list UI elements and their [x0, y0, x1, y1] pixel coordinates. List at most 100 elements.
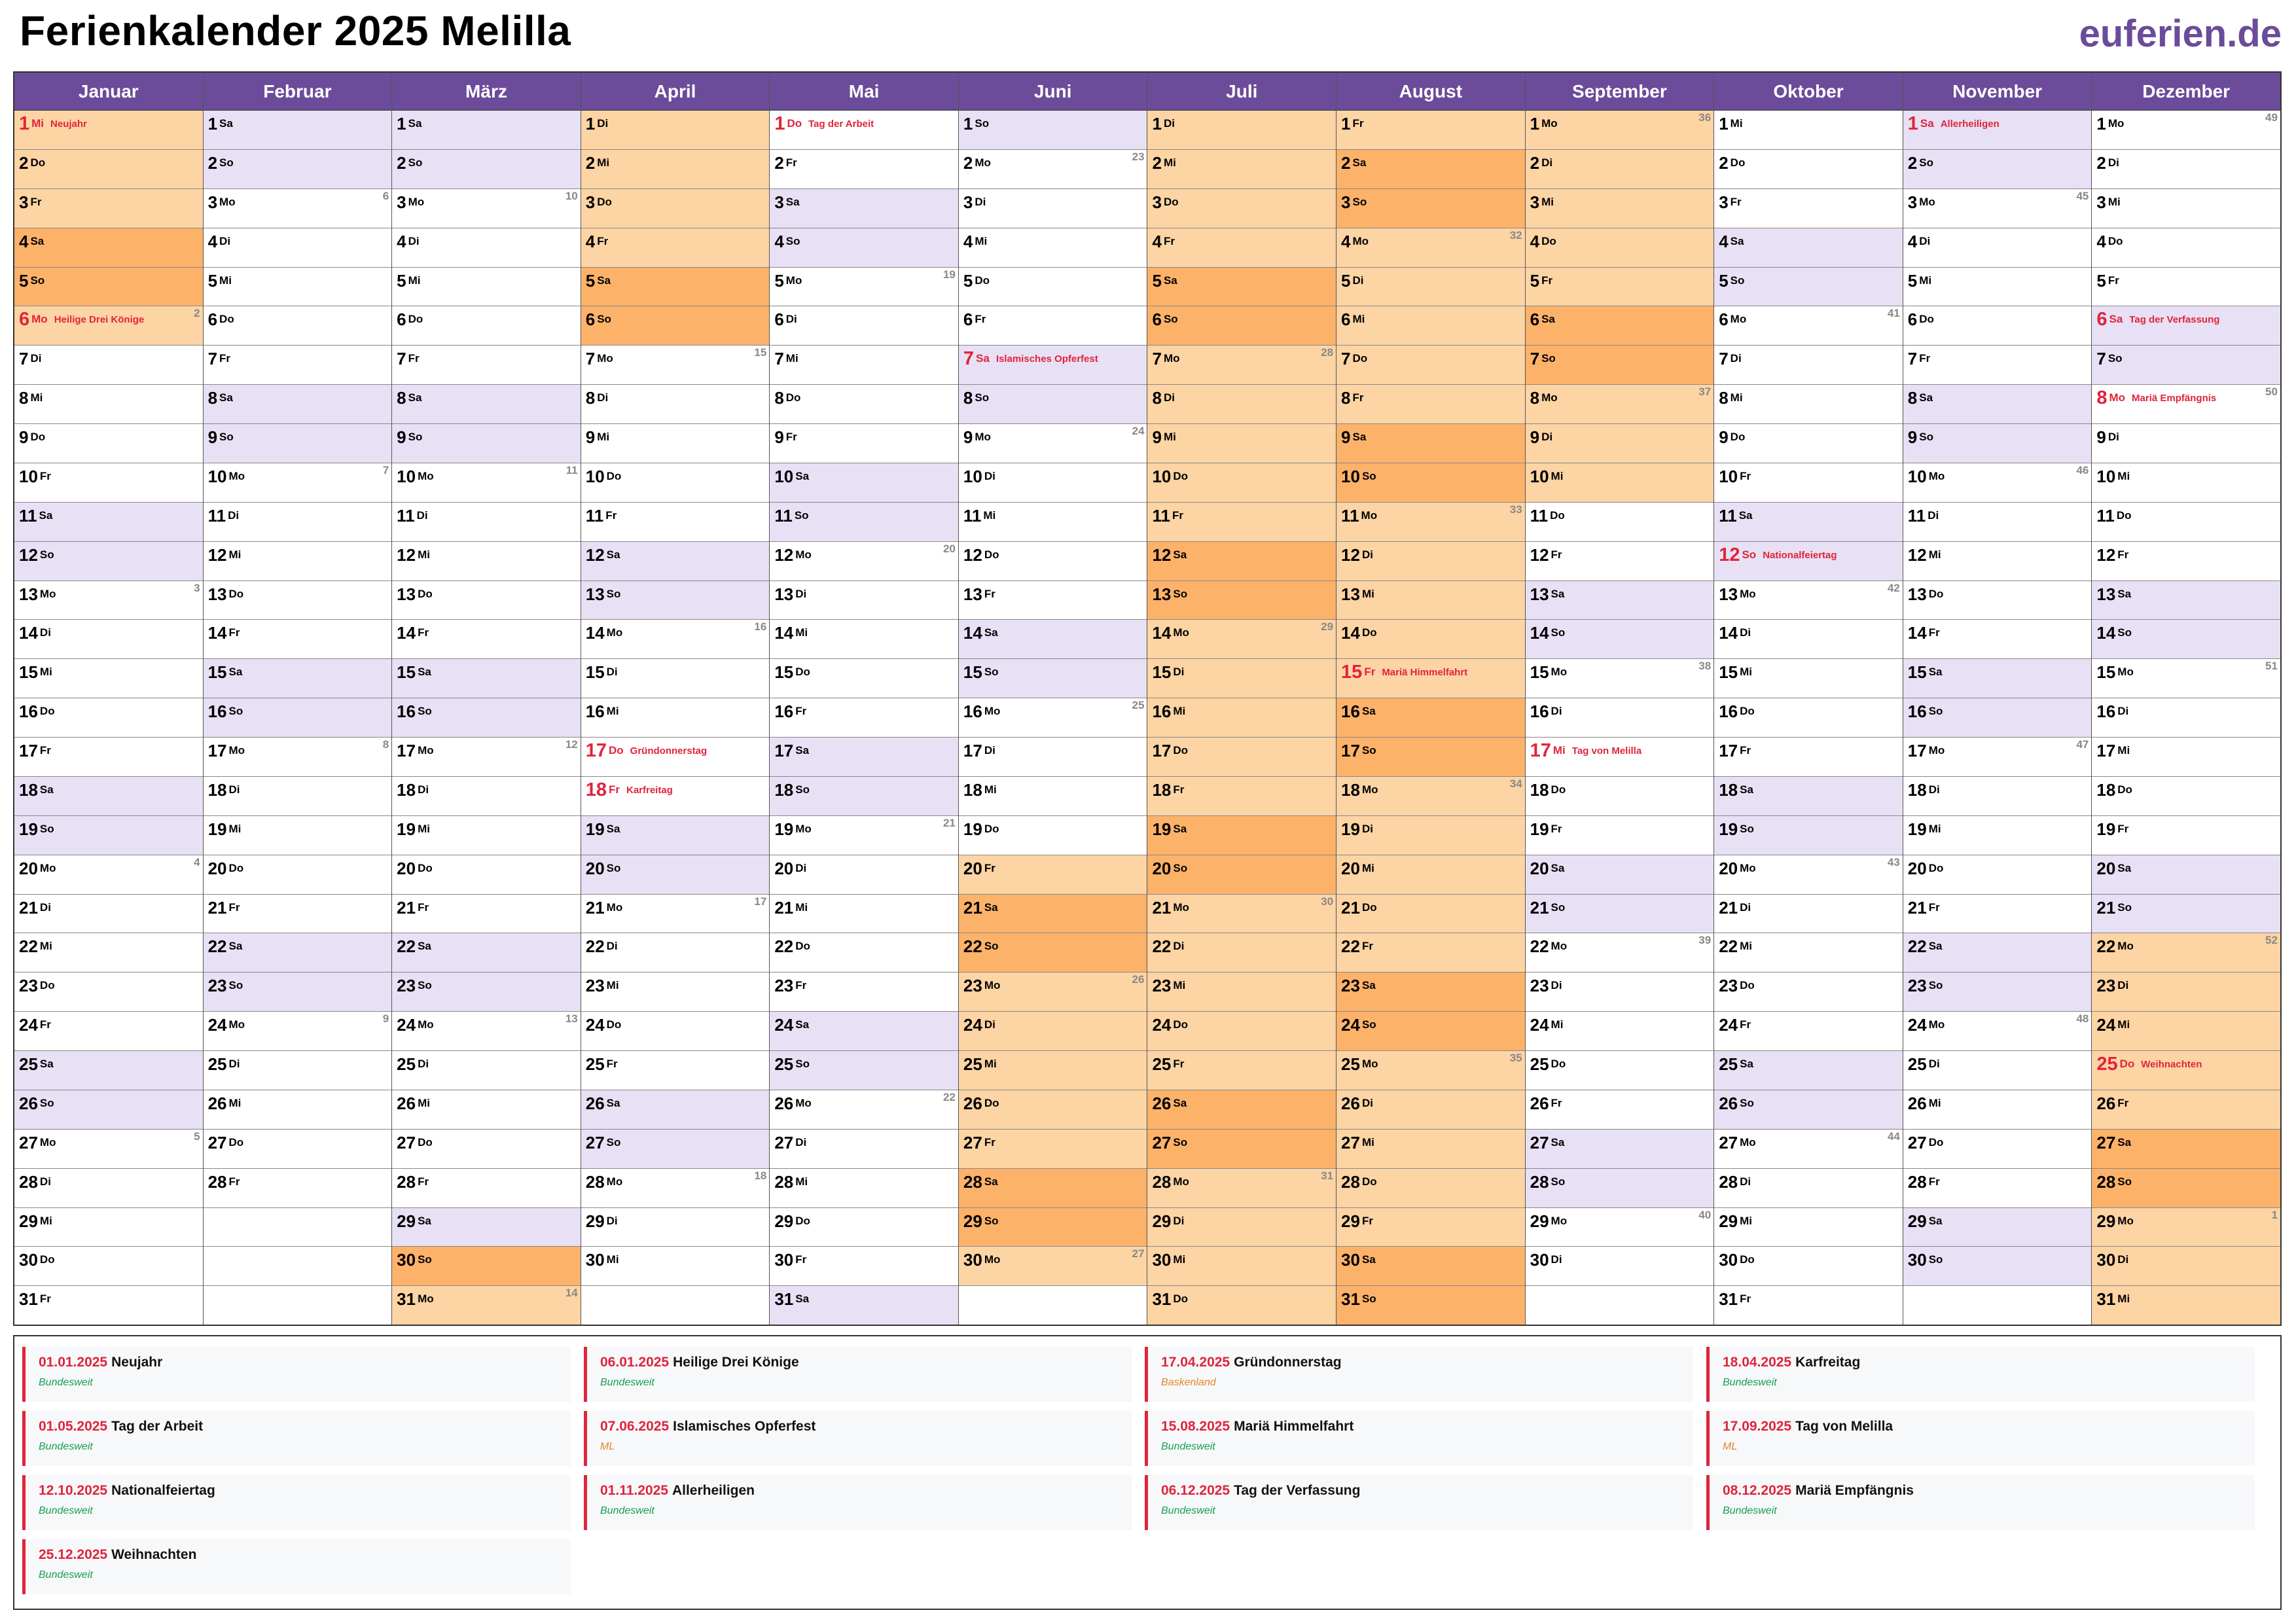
- day-cell[interactable]: 5 Sa: [581, 267, 770, 307]
- day-cell[interactable]: 12 Di: [1336, 541, 1525, 581]
- day-cell[interactable]: 23 Di: [2092, 972, 2280, 1012]
- day-cell[interactable]: 2 Do: [1714, 150, 1903, 189]
- day-cell[interactable]: 10 Do: [581, 463, 770, 503]
- day-cell[interactable]: 25 Fr: [581, 1051, 770, 1090]
- day-cell[interactable]: 21 Di: [1714, 895, 1903, 934]
- holiday-day-cell[interactable]: 15 Fr Mariä Himmelfahrt: [1336, 659, 1525, 699]
- day-cell[interactable]: 16 So: [392, 698, 581, 738]
- day-cell[interactable]: 27 So: [581, 1129, 770, 1169]
- day-cell[interactable]: 8 Di: [581, 385, 770, 424]
- day-cell[interactable]: 3 Fr: [1714, 189, 1903, 228]
- day-cell[interactable]: 3 Mo 10: [392, 189, 581, 228]
- day-cell[interactable]: 31 Do: [1147, 1286, 1336, 1325]
- day-cell[interactable]: 9 Mo 24: [958, 424, 1147, 463]
- day-cell[interactable]: 6 Do: [203, 306, 392, 346]
- day-cell[interactable]: 8 So: [958, 385, 1147, 424]
- day-cell[interactable]: 12 Sa: [581, 541, 770, 581]
- day-cell[interactable]: 27 Do: [392, 1130, 581, 1169]
- day-cell[interactable]: 11 Fr: [1147, 502, 1336, 542]
- holiday-day-cell[interactable]: 25 Do Weihnachten: [2092, 1051, 2280, 1090]
- day-cell[interactable]: 24 Mi: [1525, 1012, 1714, 1051]
- day-cell[interactable]: 15 Sa: [392, 659, 581, 699]
- day-cell[interactable]: 20 Do: [203, 855, 392, 895]
- day-cell[interactable]: 23 Mi: [581, 972, 770, 1012]
- day-cell[interactable]: 10 Mo 11: [392, 463, 581, 503]
- day-cell[interactable]: 19 Mi: [203, 816, 392, 855]
- day-cell[interactable]: 7 Di: [14, 346, 203, 385]
- day-cell[interactable]: 7 Mo 15: [581, 346, 770, 385]
- day-cell[interactable]: 5 Fr: [2092, 268, 2280, 307]
- day-cell[interactable]: 22 So: [958, 933, 1147, 973]
- day-cell[interactable]: 8 Mi: [1714, 385, 1903, 424]
- day-cell[interactable]: 24 Fr: [1714, 1012, 1903, 1051]
- day-cell[interactable]: 30 Mi: [1147, 1247, 1336, 1287]
- day-cell[interactable]: 3 Fr: [14, 188, 203, 228]
- day-cell[interactable]: 17 Mi: [2092, 738, 2280, 777]
- day-cell[interactable]: 26 So: [1714, 1090, 1903, 1130]
- holiday-day-cell[interactable]: 6 Sa Tag der Verfassung: [2092, 306, 2280, 346]
- day-cell[interactable]: 12 Fr: [1525, 542, 1714, 581]
- day-cell[interactable]: 25 Do: [1525, 1051, 1714, 1090]
- day-cell[interactable]: 1 Mo 36: [1525, 111, 1714, 150]
- day-cell[interactable]: 25 So: [770, 1051, 958, 1090]
- day-cell[interactable]: 25 Mo 35: [1336, 1051, 1525, 1090]
- day-cell[interactable]: 11 Di: [203, 503, 392, 542]
- day-cell[interactable]: 15 So: [958, 659, 1147, 699]
- day-cell[interactable]: 23 Mi: [1147, 972, 1336, 1012]
- day-cell[interactable]: 14 Di: [14, 620, 203, 660]
- day-cell[interactable]: 7 Mi: [770, 346, 958, 385]
- day-cell[interactable]: 6 Fr: [958, 306, 1147, 346]
- day-cell[interactable]: 1 So: [958, 111, 1147, 150]
- holiday-day-cell[interactable]: 1 Do Tag der Arbeit: [770, 111, 958, 150]
- day-cell[interactable]: 5 Mi: [1903, 268, 2092, 307]
- day-cell[interactable]: 19 Sa: [581, 815, 770, 855]
- day-cell[interactable]: 19 So: [14, 815, 203, 855]
- day-cell[interactable]: 12 So: [14, 541, 203, 581]
- day-cell[interactable]: 16 Di: [1525, 698, 1714, 738]
- day-cell[interactable]: 1 Sa: [392, 111, 581, 150]
- day-cell[interactable]: 2 So: [203, 149, 392, 189]
- day-cell[interactable]: 1 Di: [581, 111, 770, 150]
- day-cell[interactable]: 12 Do: [958, 542, 1147, 581]
- day-cell[interactable]: 7 So: [1525, 346, 1714, 385]
- day-cell[interactable]: 26 Di: [1336, 1090, 1525, 1130]
- day-cell[interactable]: 6 Sa: [1525, 306, 1714, 346]
- day-cell[interactable]: 6 Mo 41: [1714, 306, 1903, 346]
- day-cell[interactable]: 25 Di: [1903, 1051, 2092, 1090]
- day-cell[interactable]: 11 Fr: [581, 503, 770, 542]
- day-cell[interactable]: 29 Mo 40: [1525, 1208, 1714, 1247]
- day-cell[interactable]: 8 Do: [770, 385, 958, 424]
- day-cell[interactable]: 10 Fr: [14, 463, 203, 503]
- day-cell[interactable]: 24 Mo 9: [203, 1012, 392, 1051]
- day-cell[interactable]: 23 Fr: [770, 972, 958, 1012]
- day-cell[interactable]: 8 Sa: [392, 385, 581, 424]
- day-cell[interactable]: 10 Mo 46: [1903, 463, 2092, 503]
- day-cell[interactable]: 22 Mo 52: [2092, 933, 2280, 973]
- day-cell[interactable]: 30 Mo 27: [958, 1247, 1147, 1287]
- day-cell[interactable]: 20 Mo 43: [1714, 855, 1903, 895]
- day-cell[interactable]: 13 Sa: [1525, 580, 1714, 620]
- day-cell[interactable]: 22 Di: [1147, 933, 1336, 973]
- day-cell[interactable]: 3 Sa: [770, 188, 958, 228]
- day-cell[interactable]: 30 Do: [14, 1247, 203, 1287]
- day-cell[interactable]: 28 So: [1525, 1168, 1714, 1208]
- day-cell[interactable]: 13 Fr: [958, 581, 1147, 620]
- day-cell[interactable]: 11 Di: [392, 503, 581, 542]
- day-cell[interactable]: 13 Sa: [2092, 580, 2280, 620]
- day-cell[interactable]: 21 So: [1525, 894, 1714, 934]
- day-cell[interactable]: 12 Fr: [2092, 542, 2280, 581]
- day-cell[interactable]: 25 Di: [392, 1051, 581, 1090]
- day-cell[interactable]: 20 Mi: [1336, 855, 1525, 895]
- day-cell[interactable]: 12 Sa: [1147, 541, 1336, 581]
- day-cell[interactable]: 30 Do: [1714, 1247, 1903, 1287]
- day-cell[interactable]: 18 Di: [203, 777, 392, 816]
- day-cell[interactable]: 16 Fr: [770, 698, 958, 738]
- day-cell[interactable]: 28 Di: [1714, 1169, 1903, 1208]
- day-cell[interactable]: 21 Fr: [392, 895, 581, 934]
- day-cell[interactable]: 19 Sa: [1147, 815, 1336, 855]
- day-cell[interactable]: 27 Do: [203, 1130, 392, 1169]
- day-cell[interactable]: 16 So: [203, 698, 392, 738]
- holiday-day-cell[interactable]: 17 Do Gründonnerstag: [581, 738, 770, 777]
- day-cell[interactable]: 14 Di: [1714, 620, 1903, 660]
- day-cell[interactable]: 9 Mi: [1147, 424, 1336, 463]
